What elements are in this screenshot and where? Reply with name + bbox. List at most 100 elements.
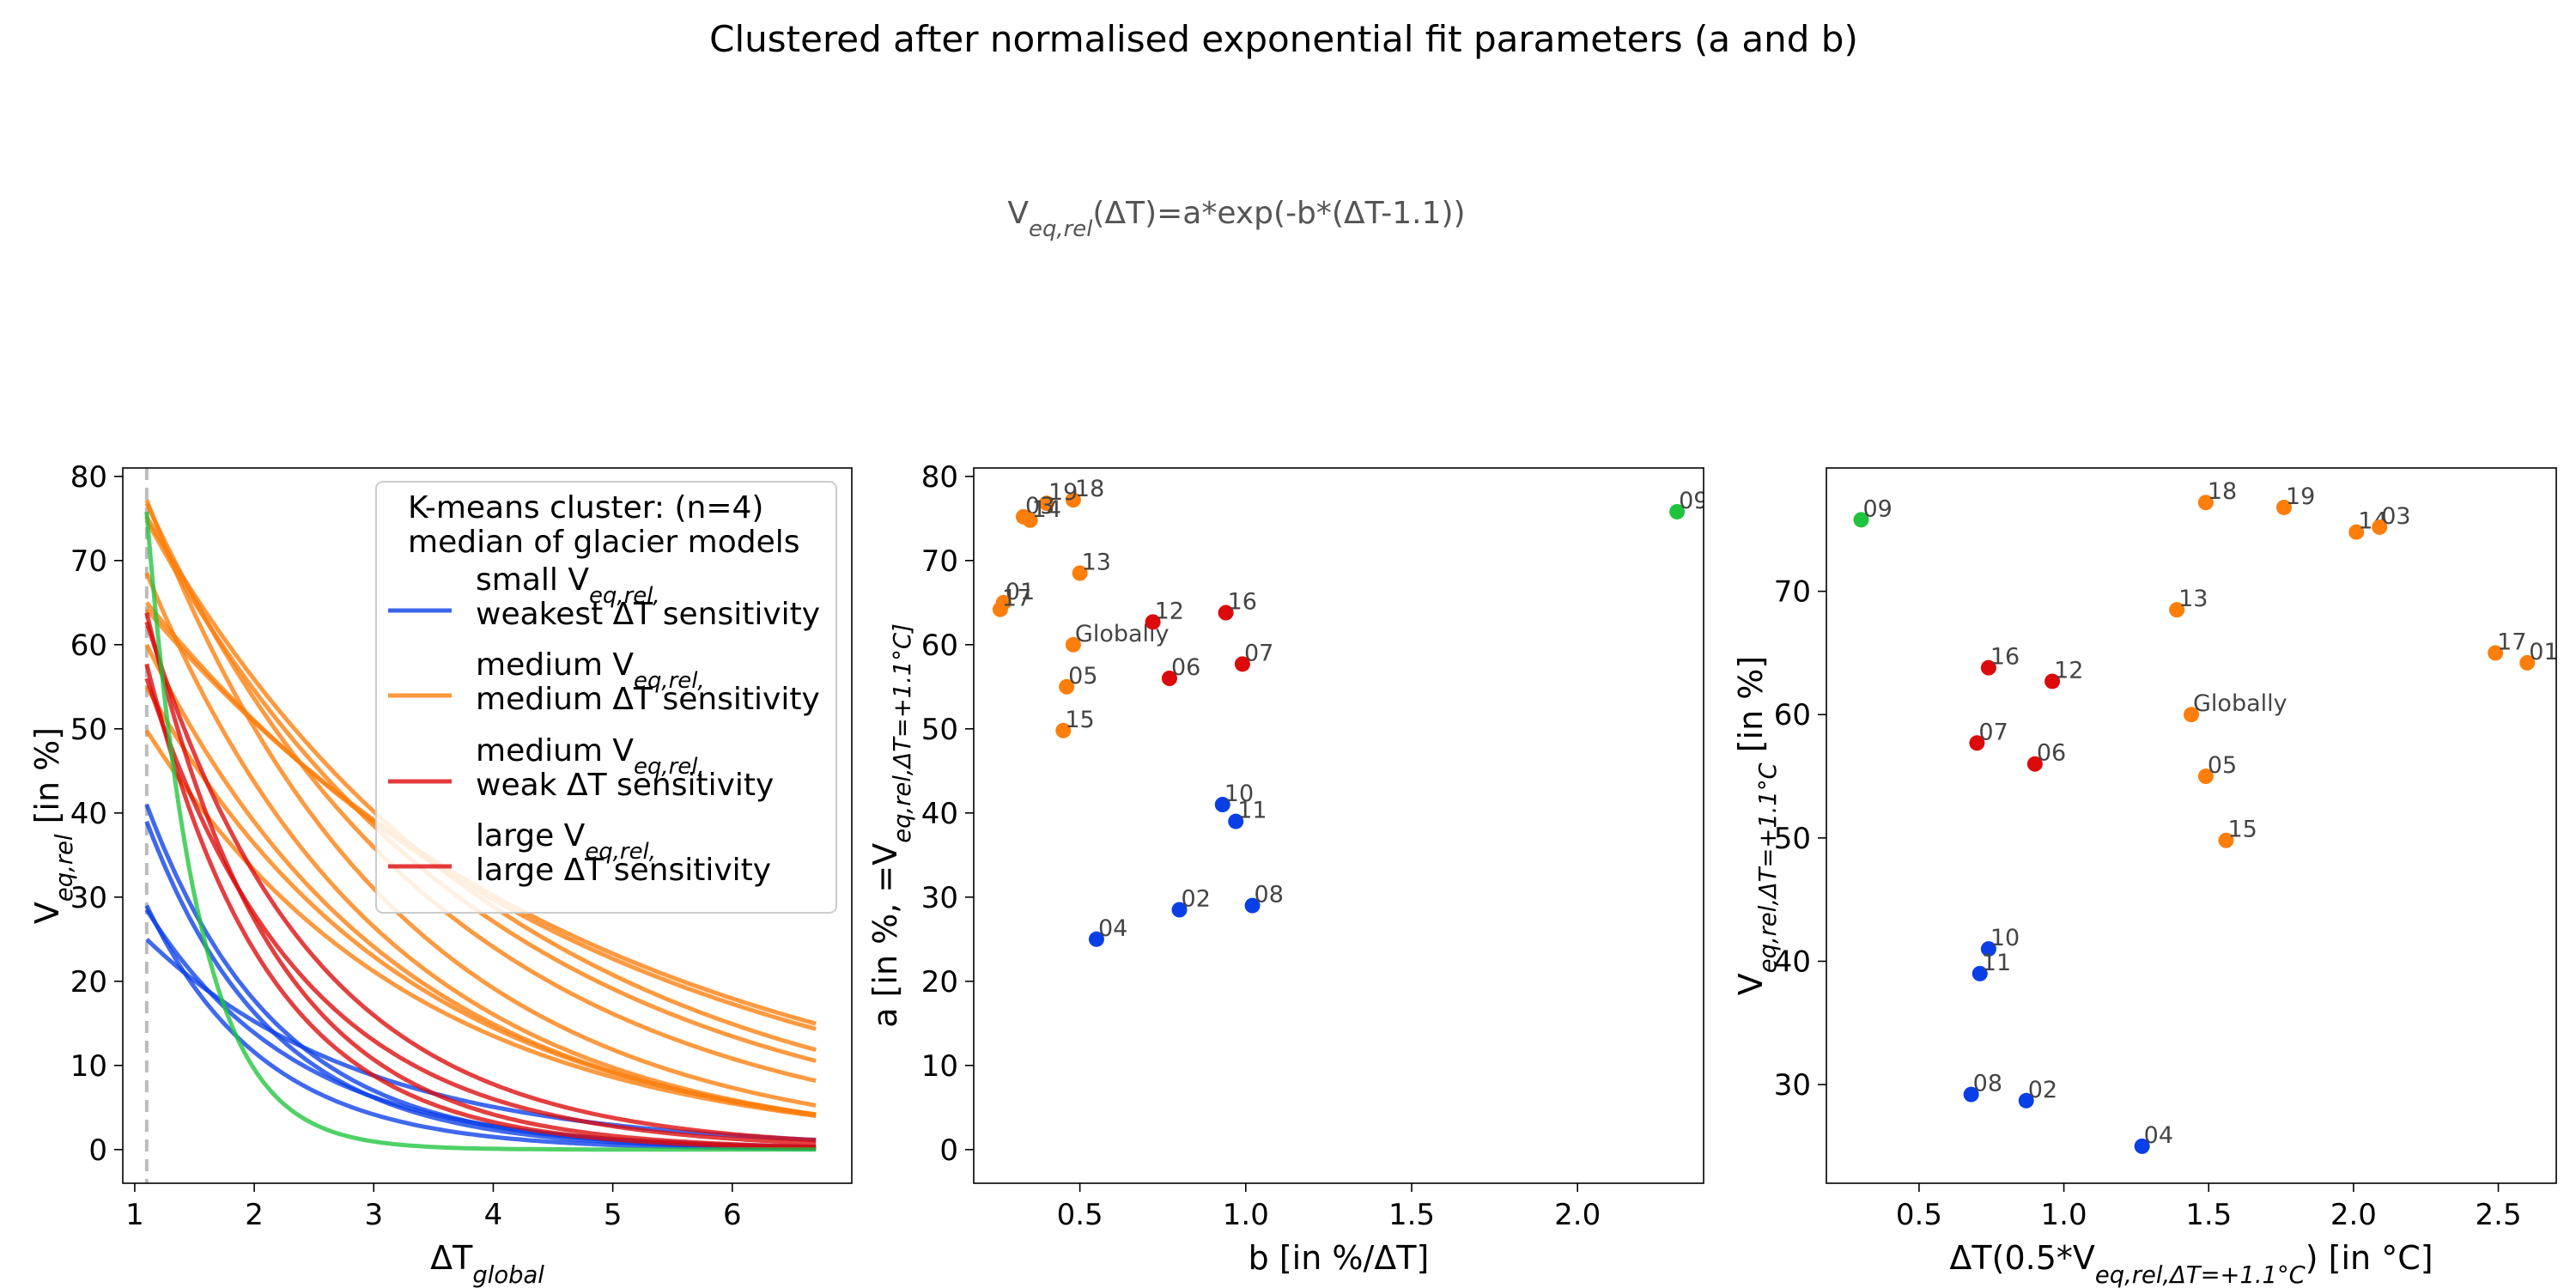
- text-part: large V: [476, 818, 586, 854]
- text-part: [in %]: [1732, 656, 1770, 763]
- point-13: [1072, 565, 1088, 581]
- x-tick-label: 1.5: [1388, 1198, 1435, 1232]
- legend-label-line2: weakest ΔT sensitivity: [476, 597, 820, 632]
- point-13: [2169, 602, 2185, 618]
- point-label: 09: [1862, 495, 1892, 522]
- point-label: 02: [1182, 886, 1211, 913]
- text-part: [in %]: [28, 727, 66, 835]
- point-09: [1669, 503, 1686, 519]
- point-label: 05: [2208, 752, 2237, 779]
- fit-curve-red: [144, 621, 817, 1143]
- point-label: 12: [1155, 598, 1184, 624]
- point-08: [1244, 897, 1261, 914]
- point-label: 17: [1002, 586, 1031, 612]
- text-part: V: [1732, 973, 1770, 995]
- y-axis-label: Veq,rel,ΔT=+1.1°C​ [in %]: [1732, 656, 1782, 995]
- fit-curve-orange: [144, 499, 817, 1108]
- axes-frame: [1826, 467, 2557, 1184]
- point-label: 13: [2178, 586, 2208, 612]
- point-11: [1228, 813, 1244, 829]
- y-tick-label: 0: [88, 1133, 107, 1168]
- point-14: [2348, 524, 2365, 540]
- point-label: 12: [2054, 657, 2083, 683]
- x-tick-label: 1.0: [2041, 1198, 2087, 1232]
- text-part: ΔT(0.5*V: [1949, 1239, 2094, 1277]
- y-tick-label: 40: [1774, 945, 1811, 979]
- y-tick-label: 80: [921, 460, 958, 495]
- y-tick-label: 40: [921, 797, 958, 831]
- y-tick-label: 30: [921, 881, 958, 915]
- y-tick-label: 0: [939, 1133, 958, 1168]
- point-label: 06: [1171, 654, 1200, 681]
- x-tick-label: 5: [604, 1198, 623, 1232]
- point-label: 09: [1679, 488, 1708, 514]
- point-15: [1055, 722, 1072, 738]
- x-tick-label: 0.5: [1896, 1198, 1942, 1232]
- legend-box: [375, 481, 837, 914]
- point-label: 16: [1228, 589, 1257, 616]
- y-tick-label: 70: [70, 544, 107, 579]
- y-tick-label: 70: [921, 544, 958, 579]
- x-tick-label: 1.0: [1223, 1198, 1269, 1232]
- y-axis-label: Veq,rel​ [in %]: [28, 727, 78, 924]
- point-01: [2519, 654, 2536, 671]
- point-14: [1022, 512, 1038, 528]
- point-label: 10: [1224, 781, 1254, 807]
- point-07: [1969, 735, 1985, 751]
- point-07: [1234, 656, 1250, 672]
- x-tick-label: 0.5: [1057, 1198, 1103, 1232]
- text-part: medium V: [476, 733, 634, 769]
- panel-a-vs-b: 0918190314130117Globally0515161207061011…: [866, 460, 1708, 1277]
- subscript: eq,rel: [52, 834, 78, 902]
- text-part: b [in %/ΔT]: [1249, 1239, 1430, 1277]
- legend-label-line2: medium ΔT sensitivity: [476, 682, 820, 717]
- point-03: [2372, 519, 2388, 535]
- y-tick-label: 50: [70, 713, 107, 747]
- fit-curve-green: [144, 511, 817, 1152]
- y-tick-label: 50: [1774, 822, 1811, 856]
- y-tick-label: 40: [70, 797, 107, 831]
- point-02: [2018, 1092, 2034, 1109]
- x-axis-label: b [in %/ΔT]: [1249, 1239, 1430, 1277]
- x-tick-label: 2.0: [1554, 1198, 1601, 1232]
- point-Globally: [1065, 636, 1081, 653]
- point-label: 11: [1982, 950, 2011, 976]
- fit-curve-red: [144, 663, 817, 1151]
- legend-label-line1: small Veq,rel,​: [476, 562, 660, 609]
- y-tick-label: 20: [921, 965, 958, 999]
- point-10: [1980, 941, 1996, 957]
- point-label: 05: [1068, 663, 1097, 690]
- subscript: eq,rel,ΔT=+1.1°C]: [890, 623, 916, 843]
- legend-label-line2: large ΔT sensitivity: [476, 853, 771, 888]
- point-18: [1065, 492, 1081, 508]
- y-tick-label: 60: [70, 629, 107, 663]
- text-part: medium V: [476, 647, 634, 683]
- point-08: [1963, 1086, 1979, 1103]
- x-axis-label: ΔT(0.5*Veq,rel,ΔT=+1.1°C​) [in °C]: [1949, 1239, 2433, 1288]
- point-label: 07: [1978, 719, 2008, 745]
- point-09: [1853, 512, 1869, 528]
- subscript: global: [472, 1262, 544, 1288]
- x-tick-label: 3: [364, 1198, 383, 1232]
- point-Globally: [2184, 707, 2199, 723]
- cluster-legend: K-means cluster: (n=4)median of glacier …: [375, 481, 837, 914]
- point-06: [2026, 756, 2043, 772]
- text-part: V: [1007, 196, 1029, 231]
- point-label: 07: [1244, 640, 1273, 666]
- x-axis-label: ΔTglobal​: [430, 1239, 544, 1288]
- fit-curve-orange: [144, 729, 817, 1118]
- point-16: [1980, 659, 1996, 676]
- point-label: 08: [1973, 1071, 2002, 1097]
- x-tick-label: 1.5: [2185, 1198, 2232, 1232]
- y-tick-label: 20: [70, 965, 107, 999]
- point-18: [2197, 495, 2214, 511]
- point-label: 04: [2144, 1122, 2173, 1149]
- point-label: 19: [2286, 483, 2315, 510]
- point-19: [2275, 499, 2292, 515]
- point-17: [2488, 645, 2504, 661]
- point-label: 18: [2208, 478, 2237, 505]
- point-label: Globally: [2193, 690, 2287, 717]
- point-05: [1059, 678, 1075, 695]
- fit-curve-orange: [144, 502, 817, 1084]
